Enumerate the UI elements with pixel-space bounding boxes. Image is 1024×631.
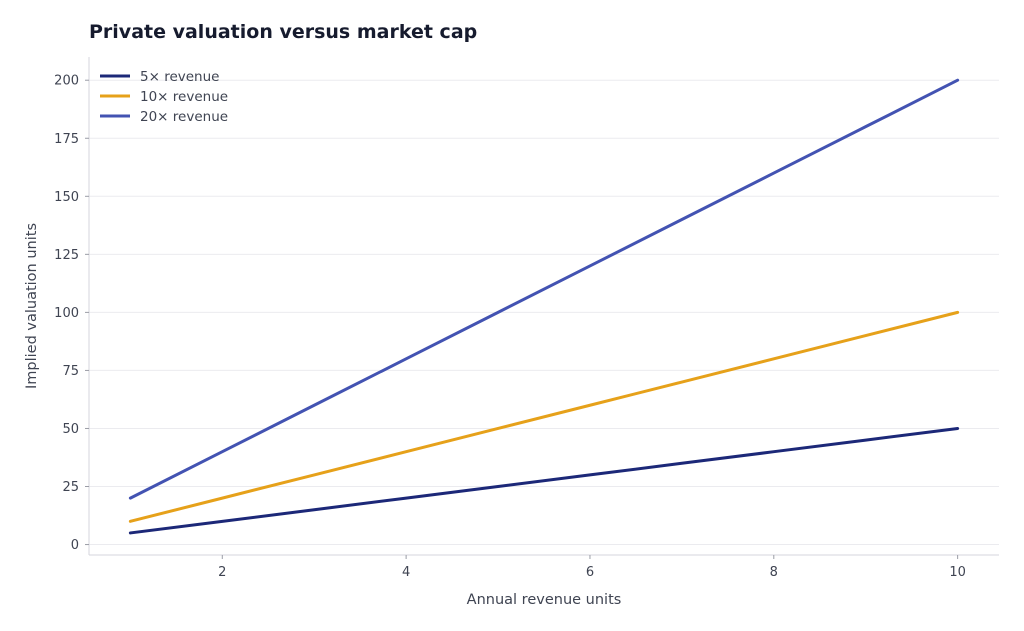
chart-title: Private valuation versus market cap — [89, 21, 478, 43]
y-tick-label: 175 — [54, 132, 79, 147]
y-tick-label: 200 — [54, 74, 79, 89]
y-tick-label: 25 — [62, 480, 79, 495]
legend-label-1: 5× revenue — [140, 69, 219, 85]
y-tick-label: 100 — [54, 306, 79, 321]
y-tick-label: 150 — [54, 190, 79, 205]
y-tick-label: 50 — [62, 422, 79, 437]
y-tick-label: 0 — [71, 538, 79, 553]
legend-label-2: 10× revenue — [140, 89, 228, 105]
series-line-2 — [128, 310, 960, 523]
legend-label-3: 20× revenue — [140, 109, 228, 125]
y-tick-label: 125 — [54, 248, 79, 263]
x-tick-label: 8 — [770, 565, 778, 580]
x-tick-label: 10 — [949, 565, 966, 580]
x-axis-label: Annual revenue units — [467, 592, 622, 608]
y-tick-label: 75 — [62, 364, 79, 379]
x-tick-label: 2 — [218, 565, 226, 580]
series-line-3 — [128, 78, 960, 500]
x-tick-label: 6 — [586, 565, 594, 580]
y-axis-label: Implied valuation units — [24, 223, 40, 389]
series-line-1 — [128, 426, 960, 535]
x-tick-label: 4 — [402, 565, 410, 580]
